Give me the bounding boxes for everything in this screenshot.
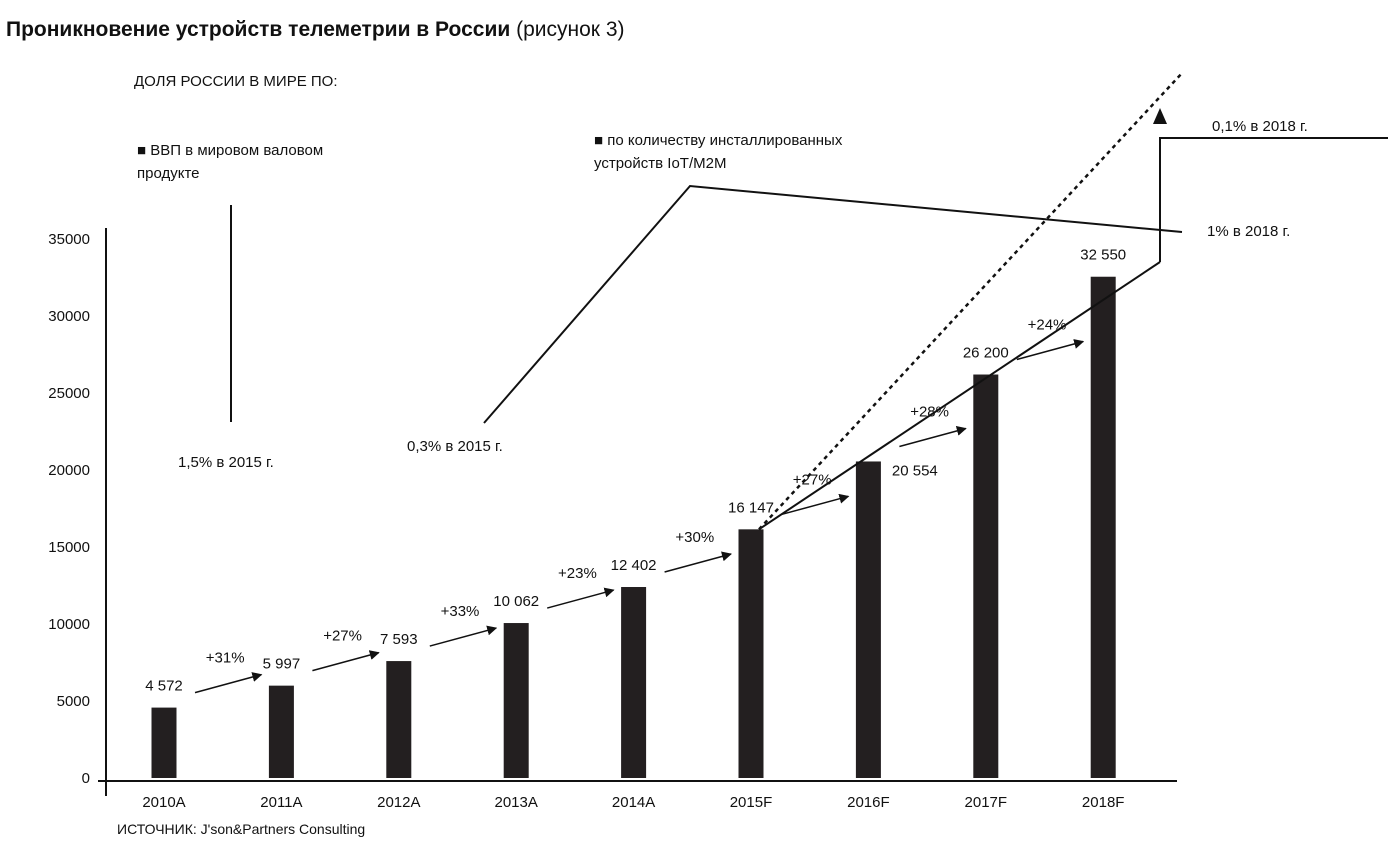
page-title: Проникновение устройств телеметрии в Рос… (6, 18, 625, 42)
x-tick-label: 2011A (260, 794, 302, 811)
growth-label: +30% (675, 529, 714, 546)
annotation-iot-2018: 0,1% в 2018 г. (1212, 118, 1308, 135)
x-tick-label: 2010A (142, 794, 185, 811)
x-tick-label: 2015F (730, 794, 773, 811)
x-tick-label: 2017F (965, 794, 1008, 811)
x-tick-label: 2014A (612, 794, 655, 811)
y-tick-label: 25000 (48, 385, 90, 402)
value-label: 4 572 (145, 678, 183, 695)
growth-label: +27% (793, 471, 832, 488)
growth-label: +24% (1028, 317, 1067, 334)
growth-label: +23% (558, 565, 597, 582)
bar-2018F (1090, 276, 1116, 778)
x-tick-label: 2016F (847, 794, 890, 811)
value-label: 32 550 (1080, 247, 1126, 264)
value-label: 10 062 (493, 593, 539, 610)
forecast-lines (758, 71, 1184, 531)
bar-2012A (386, 661, 412, 778)
up-arrow-icon (1153, 108, 1167, 124)
growth-arrow-icon (781, 493, 850, 516)
value-label: 12 402 (611, 557, 657, 574)
y-tick-label: 0 (82, 770, 90, 787)
source-note: ИСТОЧНИК: J'son&Partners Consulting (117, 821, 366, 837)
value-labels: 4 572 5 997 7 593 10 062 12 402 16 147 20 554 2… (145, 247, 1126, 695)
annotation-gdp-2018: 1% в 2018 г. (1207, 223, 1290, 240)
bar-2015F (738, 529, 764, 778)
growth-arrow-icon (194, 672, 263, 694)
iot-2018-leader-line (1159, 137, 1388, 262)
bar-2014A (621, 587, 647, 778)
x-tick-label: 2012A (377, 794, 420, 811)
value-label: 5 997 (263, 656, 301, 673)
annotation-gdp-2015: 1,5% в 2015 г. (178, 454, 274, 471)
y-tick-label: 35000 (48, 231, 90, 248)
legend-item-gdp: ■ ВВП в мировом валовом продукте (137, 142, 327, 182)
forecast-solid-line (758, 261, 1161, 531)
page-title-main: Проникновение устройств телеметрии в Рос… (6, 18, 511, 41)
y-tick-label: 10000 (48, 616, 90, 633)
legend-heading: ДОЛЯ РОССИИ В МИРЕ ПО: (134, 73, 337, 90)
bar-2013A (503, 623, 529, 778)
x-tick-label: 2018F (1082, 794, 1125, 811)
value-label: 20 554 (892, 462, 938, 479)
y-tick-label: 30000 (48, 308, 90, 325)
chart-legend: ДОЛЯ РОССИИ В МИРЕ ПО: ■ ВВП в мировом в… (134, 73, 847, 182)
legend-item-iot: ■ по количеству инсталлированных устройс… (594, 132, 847, 172)
chart-axes (98, 228, 1177, 796)
growth-label: +28% (910, 403, 949, 420)
growth-label: +33% (441, 603, 480, 620)
share-annotations: 1,5% в 2015 г. 0,3% в 2015 г. 1% в 2018 … (178, 108, 1388, 471)
annotation-iot-2015: 0,3% в 2015 г. (407, 438, 503, 455)
growth-arrow-icon (547, 587, 615, 609)
bar-2016F (855, 461, 881, 778)
x-tick-labels: 2010A 2011A 2012A 2013A 2014A 2015F 2016F 2017F… (142, 794, 1124, 811)
y-tick-labels: 0 5000 10000 15000 20000 25000 30000 35000 (48, 231, 90, 787)
growth-labels: +31% +27% +33% +23% +30% +27% +28% +24% (194, 317, 1085, 694)
bar-2017F (973, 374, 999, 778)
legend-item-gdp-line2: продукте (137, 165, 200, 182)
page-title-figure-ref: (рисунок 3) (516, 18, 625, 41)
y-tick-label: 15000 (48, 539, 90, 556)
growth-arrow-icon (1016, 339, 1085, 361)
bars (151, 276, 1116, 778)
x-tick-label: 2013A (495, 794, 538, 811)
bar-2010A (151, 707, 177, 778)
legend-item-iot-line2: устройств IoT/M2M (594, 155, 726, 172)
value-label: 7 593 (380, 631, 418, 648)
iot-leader-line (483, 184, 1183, 424)
legend-item-gdp-line1: ■ ВВП в мировом валовом (137, 142, 323, 159)
bar-2011A (268, 685, 294, 778)
growth-label: +31% (206, 650, 245, 667)
value-label: 26 200 (963, 345, 1009, 362)
growth-arrow-icon (312, 650, 380, 672)
legend-item-iot-line1: ■ по количеству инсталлированных (594, 132, 843, 149)
growth-label: +27% (323, 628, 362, 645)
y-tick-label: 5000 (57, 693, 90, 710)
growth-arrow-icon (664, 551, 732, 573)
growth-arrow-icon (899, 425, 967, 448)
value-label: 16 147 (728, 499, 774, 516)
growth-arrow-icon (429, 625, 498, 647)
y-tick-label: 20000 (48, 462, 90, 479)
